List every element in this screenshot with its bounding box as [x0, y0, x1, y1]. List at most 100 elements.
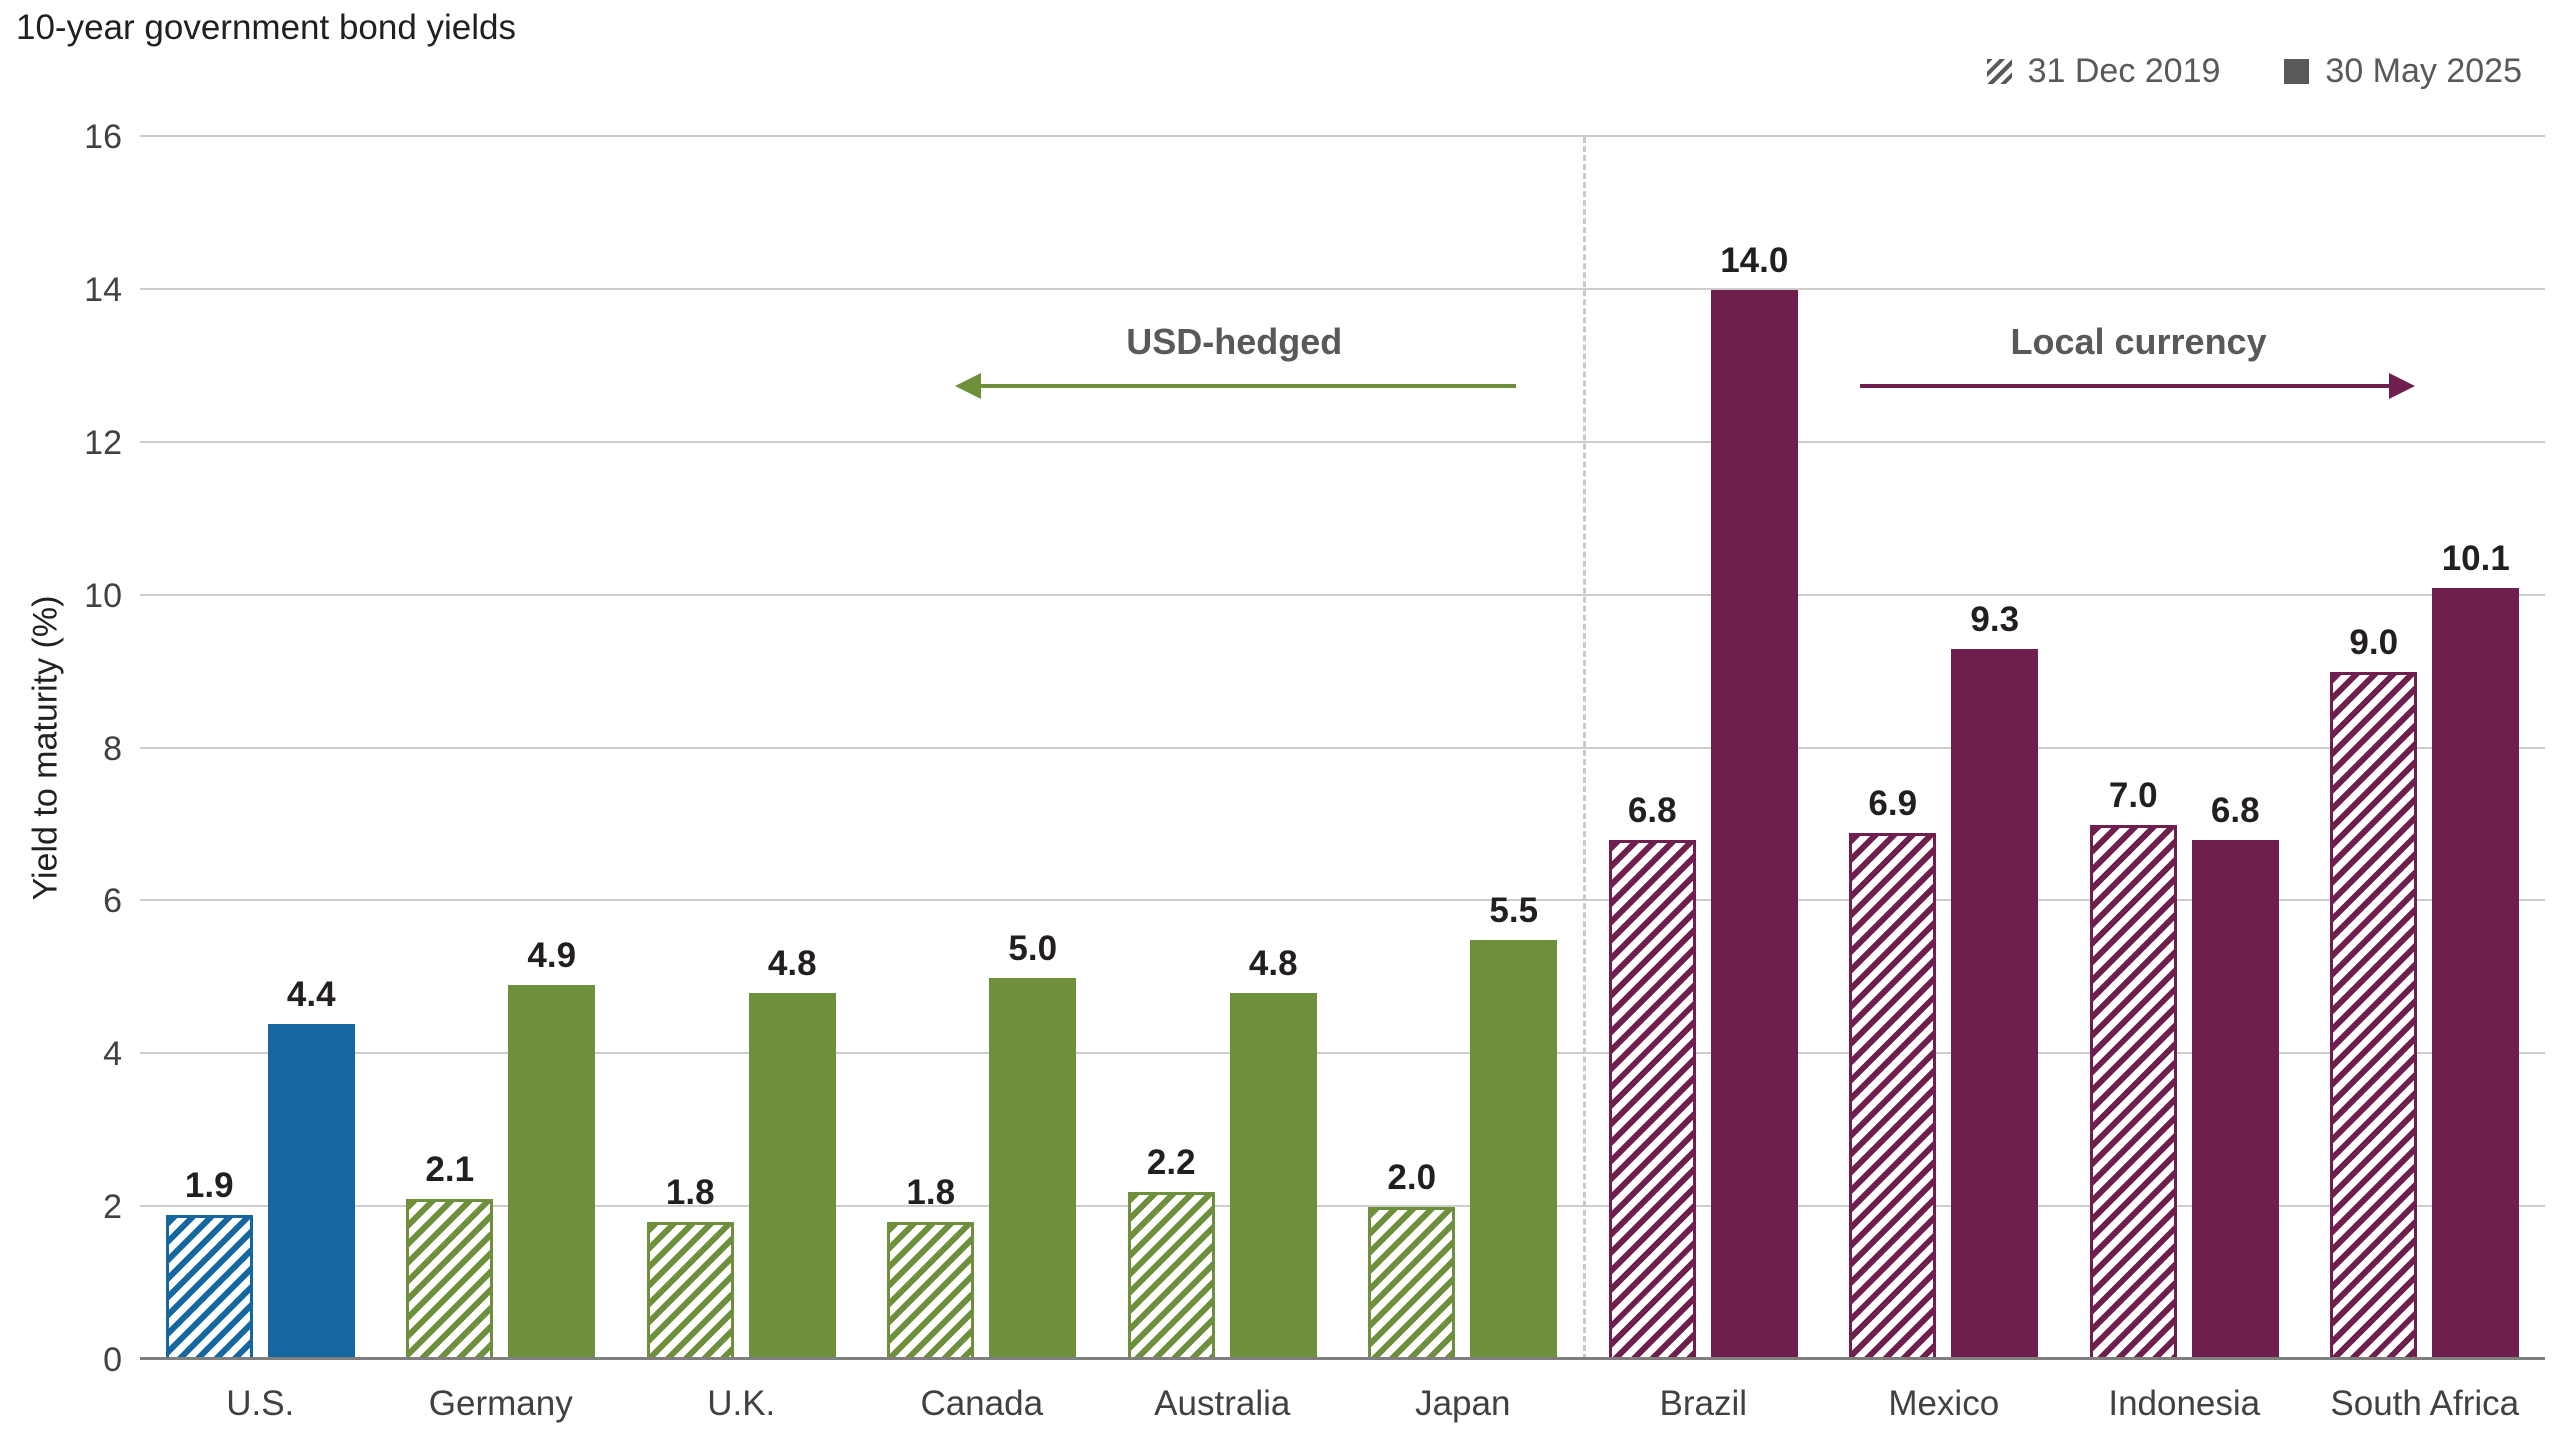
bar-may-2025 [989, 977, 1077, 1360]
bar-value-label: 10.1 [2441, 538, 2510, 578]
x-axis-label: U.S. [226, 1384, 295, 1423]
section-usd-hedged: 1.9 4.4 U.S. 2.1 4.9 Germany 1.8 4.8 U.K. 1.8 5.0 C… [140, 137, 1584, 1421]
gridline-12 [140, 440, 2545, 443]
bar-cell: 9.3 [1951, 137, 2039, 1360]
bar-cell: 4.9 [508, 137, 596, 1360]
bar-dec-2019 [165, 1214, 253, 1360]
y-tick-label-8: 8 [103, 729, 122, 768]
annotation-usd-hedged: USD-hedged [1126, 321, 1343, 363]
x-axis-label: Japan [1415, 1384, 1511, 1423]
section-local-currency: 6.8 14.0 Brazil 6.9 9.3 Mexico 7.0 6.8 Indonesia… [1583, 137, 2545, 1421]
bar-group-brazil: 6.8 14.0 Brazil [1583, 137, 1824, 1421]
bar-group-germany: 2.1 4.9 Germany [381, 137, 622, 1421]
bar-dec-2019 [646, 1222, 734, 1360]
bar-cell: 1.8 [887, 137, 975, 1360]
bar-dec-2019 [1368, 1207, 1456, 1360]
arrow-line [1859, 384, 2390, 389]
legend-hatched-swatch-icon [1986, 59, 2012, 84]
gridline-2 [140, 1205, 2545, 1208]
y-tick-label-12: 12 [84, 423, 122, 462]
y-tick-label-16: 16 [84, 118, 122, 156]
x-axis-line [140, 1357, 2545, 1360]
bar-value-label: 1.8 [906, 1173, 956, 1213]
bar-cell: 2.1 [406, 137, 494, 1360]
bar-dec-2019 [887, 1222, 975, 1360]
y-tick-label-10: 10 [84, 576, 122, 615]
bar-value-label: 6.8 [2210, 791, 2260, 831]
bar-dec-2019 [2330, 672, 2418, 1360]
gridline-10 [140, 593, 2545, 596]
bar-cell: 1.8 [646, 137, 734, 1360]
x-axis-label: Mexico [1888, 1384, 2000, 1423]
bars-row: 1.9 4.4 U.S. 2.1 4.9 Germany 1.8 4.8 U.K. 1.8 5.0 C… [140, 137, 2545, 1421]
x-axis-label: U.K. [707, 1384, 776, 1423]
x-axis-label: Germany [428, 1384, 573, 1423]
section-divider-dashed-line [1583, 137, 1586, 1360]
bar-dec-2019 [1849, 832, 1937, 1360]
bar-cell: 6.8 [2191, 137, 2279, 1360]
bar-group-canada: 1.8 5.0 Canada [862, 137, 1103, 1421]
bar-may-2025 [508, 985, 596, 1360]
bar-value-label: 2.2 [1146, 1142, 1196, 1182]
bar-dec-2019 [2089, 824, 2177, 1360]
bar-value-label: 9.3 [1970, 600, 2020, 640]
bar-cell: 5.0 [989, 137, 1077, 1360]
bar-value-label: 5.0 [1008, 928, 1058, 968]
bar-value-label: 7.0 [2108, 775, 2158, 815]
y-tick-label-4: 4 [103, 1035, 122, 1074]
bar-value-label: 14.0 [1720, 240, 1789, 280]
bar-value-label: 9.0 [2349, 623, 2399, 663]
bar-cell: 14.0 [1710, 137, 1798, 1360]
bar-value-label: 5.5 [1489, 890, 1539, 930]
bar-value-label: 1.9 [184, 1165, 234, 1205]
bar-dec-2019 [406, 1199, 494, 1360]
gridline-16 [140, 135, 2545, 137]
bar-cell: 2.2 [1127, 137, 1215, 1360]
arrow-line [981, 384, 1516, 389]
bar-may-2025 [1710, 289, 1798, 1360]
usd-hedged-left-arrow [955, 372, 1516, 400]
plot-area: USD-hedged Local currency 1.9 4.4 U.S. 2.1 4… [84, 120, 2545, 1421]
x-axis-label: Indonesia [2108, 1384, 2261, 1423]
bar-may-2025 [1951, 649, 2039, 1360]
bar-group-japan: 2.0 5.5 Japan [1343, 137, 1584, 1421]
local-currency-right-arrow [1859, 372, 2416, 400]
legend-item-2025: 30 May 2025 [2284, 52, 2522, 91]
bar-dec-2019 [1127, 1191, 1215, 1360]
bar-group-indonesia: 7.0 6.8 Indonesia [2064, 137, 2305, 1421]
bar-value-label: 2.1 [425, 1150, 475, 1190]
y-tick-label-0: 0 [103, 1341, 122, 1379]
bar-cell: 4.4 [267, 137, 355, 1360]
legend: 31 Dec 2019 30 May 2025 [1986, 52, 2522, 91]
legend-item-2019: 31 Dec 2019 [1986, 52, 2220, 91]
y-tick-label-2: 2 [103, 1188, 122, 1227]
bar-value-label: 4.4 [286, 974, 336, 1014]
y-tick-label-6: 6 [103, 882, 122, 921]
bar-value-label: 6.9 [1868, 783, 1918, 823]
y-tick-label-14: 14 [84, 270, 122, 309]
bar-value-label: 1.8 [665, 1173, 715, 1213]
bar-cell: 4.8 [748, 137, 836, 1360]
bar-cell: 10.1 [2432, 137, 2520, 1360]
gridline-8 [140, 746, 2545, 749]
bar-cell: 1.9 [165, 137, 253, 1360]
x-axis-label: Australia [1154, 1384, 1291, 1423]
x-axis-label: Canada [920, 1384, 1044, 1423]
x-axis-label: South Africa [2330, 1384, 2520, 1423]
bar-value-label: 4.9 [527, 936, 577, 976]
bar-cell: 4.8 [1229, 137, 1317, 1360]
x-axis-label: Brazil [1659, 1384, 1748, 1423]
bar-cell: 6.9 [1849, 137, 1937, 1360]
legend-solid-swatch-icon [2284, 59, 2310, 84]
bar-may-2025 [1470, 939, 1558, 1360]
gridline-4 [140, 1052, 2545, 1055]
gridline-14 [140, 287, 2545, 290]
bar-dec-2019 [1608, 840, 1696, 1360]
annotation-local-currency: Local currency [2010, 321, 2267, 363]
bar-cell: 6.8 [1608, 137, 1696, 1360]
bar-may-2025 [748, 993, 836, 1360]
bar-value-label: 4.8 [1248, 944, 1298, 984]
bar-group-u-s: 1.9 4.4 U.S. [140, 137, 381, 1421]
bar-value-label: 6.8 [1627, 791, 1677, 831]
